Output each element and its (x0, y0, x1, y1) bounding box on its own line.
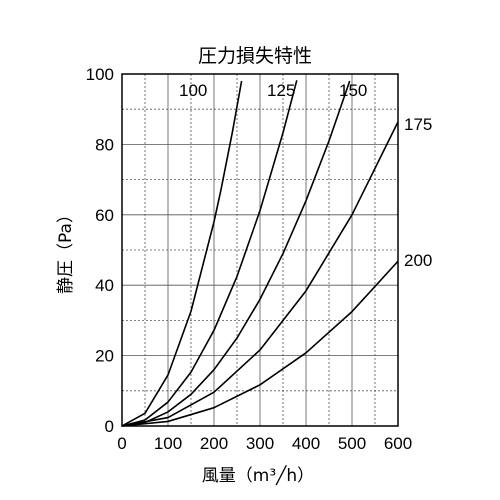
x-tick-label: 400 (292, 434, 320, 453)
x-tick-label: 200 (200, 434, 228, 453)
series-line-100 (121, 80, 243, 427)
x-tick-label: 0 (117, 434, 126, 453)
y-axis-label: 静圧（Pa） (56, 206, 76, 294)
series-lines (121, 80, 399, 427)
series-label-200: 200 (404, 251, 432, 270)
x-axis-label: 風量（m³╱h） (202, 465, 314, 486)
x-axis: 0 100 200 300 400 500 600 (117, 434, 412, 453)
series-label-100: 100 (179, 81, 207, 100)
x-tick-label: 300 (246, 434, 274, 453)
x-tick-label: 600 (384, 434, 412, 453)
series-line-125 (121, 80, 298, 427)
y-tick-label: 60 (95, 206, 114, 225)
y-tick-label: 40 (95, 276, 114, 295)
series-labels: 100 125 150 175 200 (179, 81, 432, 270)
series-label-125: 125 (267, 81, 295, 100)
chart-title: 圧力損失特性 (198, 45, 312, 67)
x-tick-label: 500 (338, 434, 366, 453)
series-label-175: 175 (404, 115, 432, 134)
series-line-175 (121, 121, 399, 427)
y-tick-label: 20 (95, 347, 114, 366)
series-label-150: 150 (339, 81, 367, 100)
y-tick-label: 80 (95, 135, 114, 154)
series-line-200 (121, 260, 399, 427)
series-line-150 (121, 80, 351, 427)
grid (122, 74, 398, 426)
y-tick-label: 0 (105, 417, 114, 436)
y-tick-label: 100 (86, 65, 114, 84)
x-tick-label: 100 (154, 434, 182, 453)
y-axis: 0 20 40 60 80 100 (86, 65, 114, 436)
plot-frame (121, 73, 399, 427)
